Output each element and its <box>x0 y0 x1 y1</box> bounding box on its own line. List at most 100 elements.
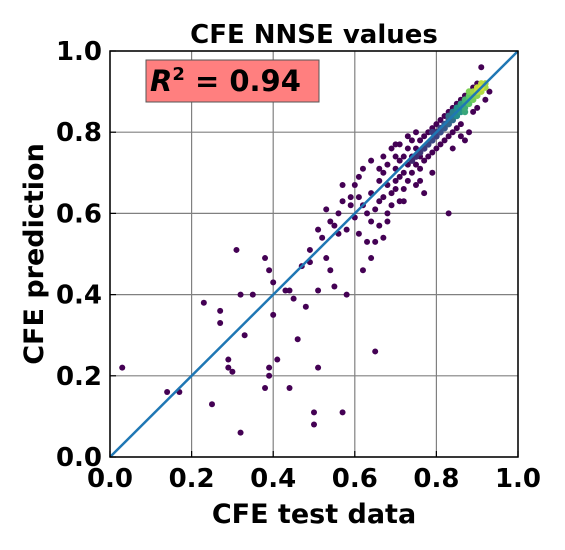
data-point <box>433 121 440 128</box>
data-point <box>306 246 313 253</box>
data-point <box>315 287 322 294</box>
data-point <box>359 165 366 172</box>
data-point <box>315 364 322 371</box>
data-point <box>335 210 342 217</box>
y-tick-label: 0.6 <box>56 199 102 229</box>
data-point <box>262 255 269 262</box>
data-point <box>449 129 456 136</box>
data-point <box>209 401 215 408</box>
x-axis-label: CFE test data <box>212 499 416 530</box>
data-point <box>327 267 334 274</box>
data-point <box>266 372 273 379</box>
data-point <box>380 169 387 176</box>
data-point <box>482 96 489 103</box>
data-point <box>413 129 419 136</box>
data-point <box>392 141 399 148</box>
data-point <box>359 267 366 274</box>
data-point <box>347 194 354 201</box>
data-point <box>331 283 338 290</box>
data-point <box>392 177 399 184</box>
data-point <box>274 356 281 363</box>
data-point <box>286 287 293 294</box>
data-point <box>319 234 326 241</box>
data-point <box>380 234 387 241</box>
data-point <box>421 133 428 140</box>
data-point <box>441 137 448 144</box>
data-point <box>417 165 424 172</box>
r2-label: R2 = 0.94 <box>150 64 301 98</box>
data-point <box>327 218 334 225</box>
data-point <box>404 177 411 184</box>
data-point <box>266 364 273 371</box>
y-tick-label: 0.4 <box>56 281 102 311</box>
r2-box <box>145 59 320 103</box>
data-point <box>270 279 277 286</box>
data-point <box>262 384 269 391</box>
y-tick-label: 0.8 <box>56 118 102 148</box>
data-point <box>429 169 436 176</box>
y-tick-label: 0.0 <box>56 443 102 473</box>
x-tick-label: 0.6 <box>332 464 378 494</box>
data-point <box>364 238 371 245</box>
data-point <box>486 88 493 95</box>
data-point <box>339 181 346 188</box>
data-point <box>233 246 240 253</box>
data-point <box>400 198 407 205</box>
data-point <box>445 133 452 140</box>
data-point <box>339 198 346 205</box>
data-point <box>217 320 224 327</box>
data-point <box>372 238 379 245</box>
plot-frame <box>109 50 519 458</box>
data-point <box>331 222 338 229</box>
data-point <box>474 104 481 111</box>
data-point <box>408 169 415 176</box>
data-point <box>323 206 330 213</box>
data-point <box>413 181 419 188</box>
data-point <box>364 210 371 217</box>
data-point <box>237 291 244 298</box>
data-point <box>400 153 407 160</box>
x-tick-label: 0.4 <box>250 464 296 494</box>
data-point <box>237 429 244 436</box>
data-point <box>408 137 415 144</box>
data-point <box>347 202 354 209</box>
data-point <box>249 291 256 298</box>
x-tick-label: 1.0 <box>495 464 541 494</box>
data-point <box>404 145 411 152</box>
data-point <box>466 129 473 136</box>
data-point <box>421 157 428 164</box>
data-point <box>372 348 379 355</box>
data-point <box>225 356 232 363</box>
r2-value: = 0.94 <box>185 64 301 98</box>
data-point <box>119 364 126 371</box>
data-point <box>380 153 387 160</box>
data-point <box>457 133 464 140</box>
x-tick-label: 0.0 <box>87 464 133 494</box>
data-point <box>290 295 297 302</box>
data-point <box>425 153 432 160</box>
y-tick-label: 1.0 <box>56 37 102 67</box>
data-point <box>376 165 383 172</box>
data-point <box>392 153 399 160</box>
data-point <box>323 255 330 262</box>
data-point <box>388 202 395 209</box>
data-point <box>429 149 436 156</box>
data-point <box>355 194 362 201</box>
y-axis-label: CFE prediction <box>19 143 50 365</box>
data-point <box>372 206 379 213</box>
data-point <box>384 218 391 225</box>
data-point <box>437 141 444 148</box>
data-point <box>392 186 399 193</box>
data-point <box>302 303 309 310</box>
data-point <box>417 137 424 144</box>
data-point <box>457 121 464 128</box>
data-point <box>225 364 232 371</box>
data-point <box>339 409 346 416</box>
data-point <box>343 226 350 233</box>
data-point <box>433 145 440 152</box>
data-point <box>294 336 301 343</box>
data-point <box>470 108 477 115</box>
data-point <box>241 332 248 339</box>
data-point <box>384 161 391 168</box>
